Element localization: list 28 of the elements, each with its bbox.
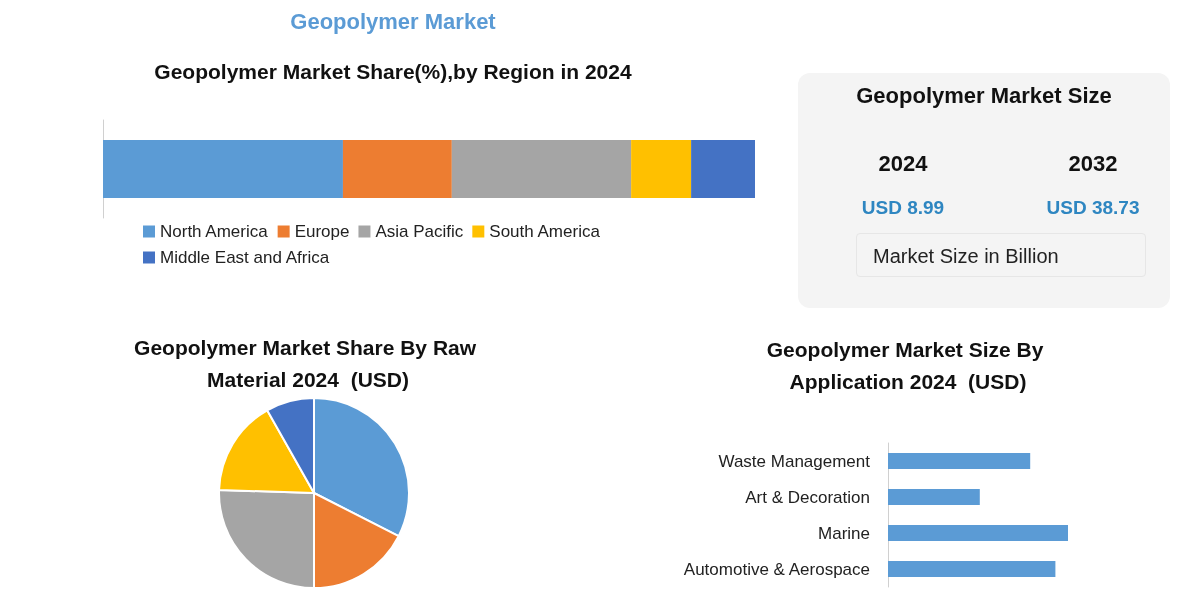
bar — [631, 140, 692, 198]
text: Market Size in Billion — [856, 233, 1146, 277]
legend-label: Asia Pacific — [375, 222, 464, 241]
bar — [888, 489, 980, 505]
legend-label: North America — [160, 222, 269, 241]
text: Geopolymer Market Size — [855, 83, 1113, 109]
bar — [888, 525, 1068, 541]
y-tick-label: Marine — [818, 523, 870, 543]
chart-title: Geopolymer Market Share By Raw Material 2024 (USD) — [134, 335, 482, 391]
y-tick-label: Automotive & Aerospace — [683, 559, 870, 579]
chart-title: Geopolymer Market Size By Application 2024 (USD) — [766, 337, 1050, 393]
bar — [888, 453, 1031, 469]
text: 2032 — [1067, 151, 1119, 177]
text: Geopolymer Market — [290, 8, 497, 34]
legend-label: Europe — [294, 222, 350, 241]
text: USD 8.99 — [860, 197, 946, 219]
bar — [691, 140, 755, 198]
text: USD 38.73 — [1045, 197, 1141, 219]
text: 2024 — [877, 151, 929, 177]
y-tick-label: Art & Decoration — [745, 487, 870, 507]
bar — [103, 140, 343, 198]
bar — [342, 140, 452, 198]
legend-label: Middle East and Africa — [160, 248, 330, 267]
bar — [451, 140, 632, 198]
chart-title: Geopolymer Market Share(%),by Region in 2024 — [154, 59, 632, 83]
legend-label: South America — [489, 222, 601, 241]
y-tick-label: Waste Management — [718, 451, 871, 471]
bar — [888, 561, 1056, 577]
